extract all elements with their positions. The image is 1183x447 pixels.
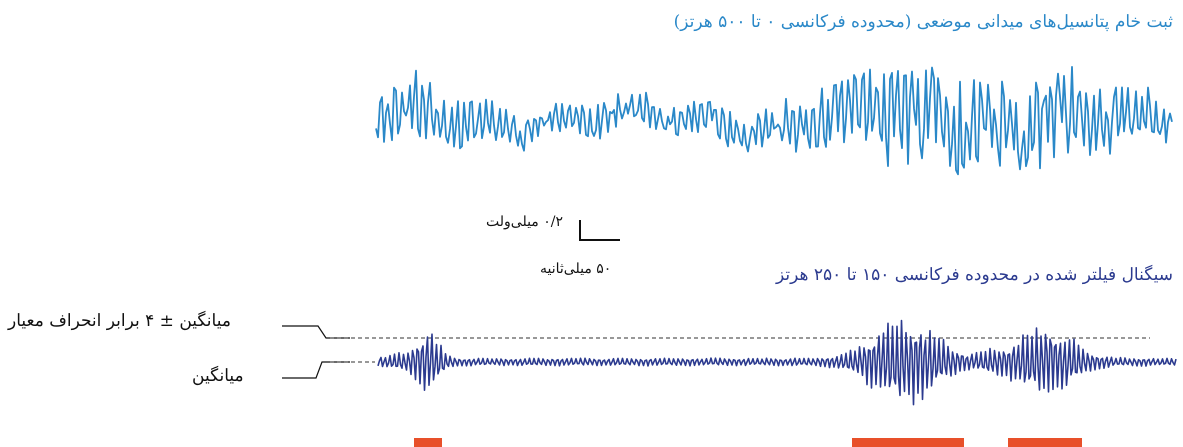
- scale-time-label: ۵۰ میلی‌ثانیه: [540, 261, 612, 277]
- scale-bar: [579, 220, 620, 241]
- filtered-lfp-trace: [377, 319, 1177, 406]
- raw-lfp-trace: [375, 66, 1173, 176]
- mean-leader-line: [282, 361, 350, 379]
- threshold-annotation: میانگین ± ۴ برابر انحراف معیار: [8, 311, 231, 331]
- filtered-signal-title: سیگنال فیلتر شده در محدوده فرکانسی ۱۵۰ ت…: [775, 265, 1173, 285]
- raw-signal-title: ثبت خام پتانسیل‌های میدانی موضعی (محدوده…: [673, 12, 1173, 32]
- event-marker-1: [414, 438, 442, 447]
- scale-voltage-label: ۰/۲ میلی‌ولت: [486, 214, 564, 230]
- event-marker-3: [1008, 438, 1082, 447]
- threshold-leader-line: [282, 325, 350, 339]
- event-marker-2: [852, 438, 964, 447]
- mean-annotation: میانگین: [192, 366, 244, 386]
